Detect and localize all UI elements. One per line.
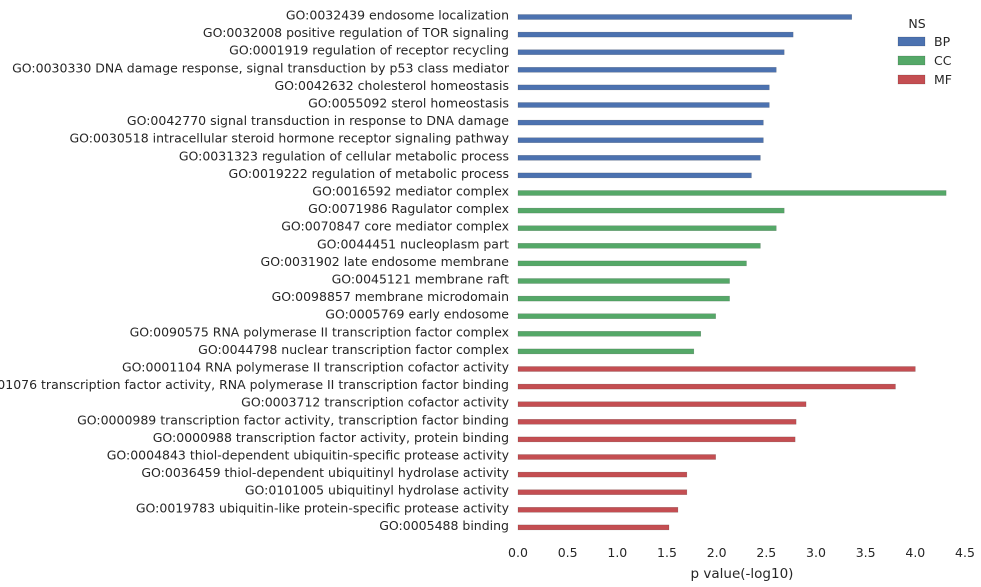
category-label: GO:0031323 regulation of cellular metabo… <box>179 148 509 163</box>
bar-mf <box>517 383 896 390</box>
category-label: GO:0000989 transcription factor activity… <box>77 412 509 427</box>
bar-mf <box>517 366 916 372</box>
bar-cc <box>517 243 761 249</box>
x-tick-label: 2.0 <box>707 545 727 560</box>
bar-cc <box>517 348 695 355</box>
category-label: GO:0019222 regulation of metabolic proce… <box>229 166 509 181</box>
x-tick-label: 1.5 <box>657 545 677 560</box>
category-label: GO:0031902 late endosome membrane <box>261 254 510 269</box>
bar-mf <box>517 489 688 495</box>
category-label: GO:0045121 membrane raft <box>332 272 510 287</box>
legend-swatch-mf <box>897 74 926 85</box>
category-label: GO:0005488 binding <box>379 518 509 533</box>
legend-label-bp: BP <box>934 34 951 49</box>
bar-mf <box>517 401 807 407</box>
category-label: GO:0001076 transcription factor activity… <box>0 377 509 392</box>
category-label: GO:0042632 cholesterol homeostasis <box>275 78 510 93</box>
category-label: GO:0030330 DNA damage response, signal t… <box>12 60 510 75</box>
category-label: GO:0042770 signal transduction in respon… <box>127 113 509 128</box>
bar-mf <box>517 419 797 425</box>
category-label: GO:0070847 core mediator complex <box>281 219 509 234</box>
category-label: GO:0098857 membrane microdomain <box>272 289 509 304</box>
legend-swatch-cc <box>897 55 926 66</box>
bar-mf <box>517 507 679 513</box>
category-label: GO:0001104 RNA polymerase II transcripti… <box>122 360 510 375</box>
category-label: GO:0004843 thiol-dependent ubiquitin-spe… <box>107 448 510 463</box>
legend: NS BP CC MF <box>897 16 952 87</box>
bar-mf <box>517 471 688 478</box>
category-label: GO:0005769 early endosome <box>325 307 509 322</box>
bar-cc <box>517 225 777 231</box>
legend-label-mf: MF <box>934 72 952 87</box>
bars-layer <box>517 14 947 531</box>
category-label: GO:0044798 nuclear transcription factor … <box>198 342 509 357</box>
legend-swatch-bp <box>897 36 926 47</box>
legend-title: NS <box>908 16 925 31</box>
x-tick-label: 1.0 <box>607 545 627 560</box>
category-label: GO:0090575 RNA polymerase II transcripti… <box>130 324 509 339</box>
bar-bp <box>517 49 785 55</box>
bar-mf <box>517 436 796 443</box>
bar-cc <box>517 295 730 302</box>
category-label: GO:0101005 ubiquitinyl hydrolase activit… <box>245 483 510 498</box>
bar-cc <box>517 190 947 196</box>
x-tick-label: 0.5 <box>558 545 578 560</box>
bar-bp <box>517 31 794 38</box>
x-axis-title: p value(-log10) <box>691 566 794 582</box>
category-label: GO:0000988 transcription factor activity… <box>153 430 509 445</box>
x-tick-label: 3.0 <box>806 545 826 560</box>
bar-cc <box>517 278 730 284</box>
bar-bp <box>517 172 752 179</box>
category-label: GO:0001919 regulation of receptor recycl… <box>229 43 509 58</box>
bar-cc <box>517 260 747 267</box>
category-label: GO:0036459 thiol-dependent ubiquitinyl h… <box>141 465 509 480</box>
category-label: GO:0030518 intracellular steroid hormone… <box>69 131 509 146</box>
category-label: GO:0016592 mediator complex <box>312 184 509 199</box>
x-tick-label: 4.0 <box>905 545 925 560</box>
x-tick-label: 0.0 <box>508 545 528 560</box>
x-tick-label: 3.5 <box>856 545 876 560</box>
category-label: GO:0044451 nucleoplasm part <box>317 236 509 251</box>
bar-bp <box>517 155 761 161</box>
x-tick-label: 4.5 <box>955 545 975 560</box>
category-label: GO:0055092 sterol homeostasis <box>308 96 509 111</box>
category-label: GO:0032439 endosome localization <box>286 8 509 23</box>
bar-bp <box>517 84 770 91</box>
bar-mf <box>517 524 670 531</box>
bar-bp <box>517 67 777 73</box>
category-labels: GO:0032439 endosome localization GO:00320… <box>0 8 510 533</box>
category-label: GO:0032008 positive regulation of TOR si… <box>203 25 509 40</box>
category-label: GO:0019783 ubiquitin-like protein-specif… <box>136 500 510 515</box>
bar-bp <box>517 102 770 108</box>
bar-bp <box>517 137 764 143</box>
legend-label-cc: CC <box>934 53 952 68</box>
bar-cc <box>517 313 716 319</box>
bar-mf <box>517 454 716 460</box>
x-axis-ticks: 0.0 0.5 1.0 1.5 2.0 2.5 3.0 3.5 4.0 4.5 <box>508 545 975 560</box>
bar-cc <box>517 331 702 337</box>
bar-bp <box>517 14 853 20</box>
x-tick-label: 2.5 <box>756 545 776 560</box>
legend-entries: BP CC MF <box>897 34 952 87</box>
bar-bp <box>517 119 764 126</box>
category-label: GO:0003712 transcription cofactor activi… <box>241 395 509 410</box>
category-label: GO:0071986 Ragulator complex <box>308 201 509 216</box>
bar-cc <box>517 207 785 214</box>
